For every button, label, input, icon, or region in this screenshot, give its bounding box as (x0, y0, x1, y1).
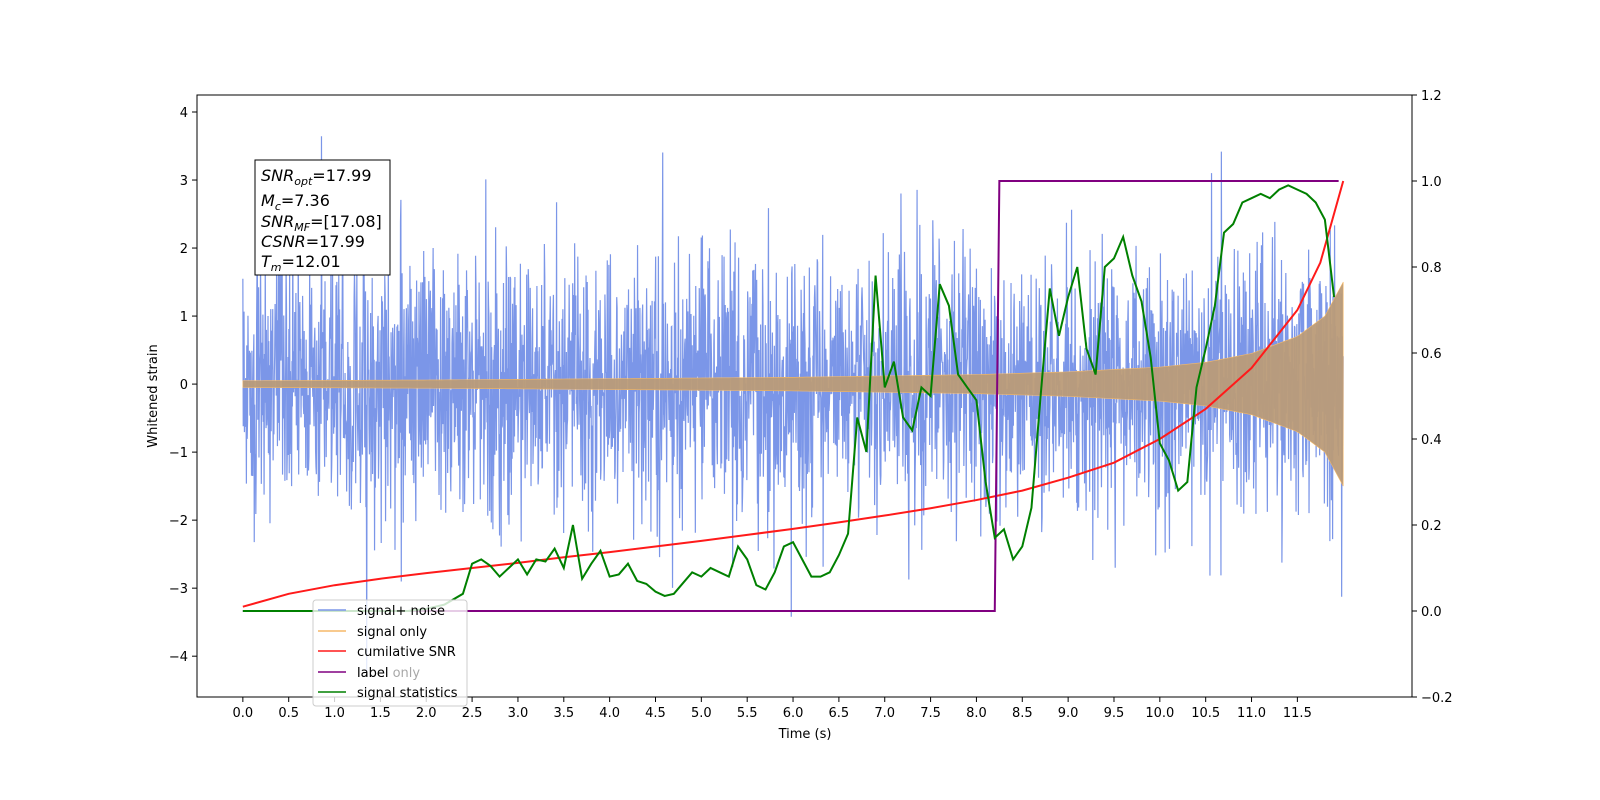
legend-item-signal-noise: signal+ noise (318, 604, 445, 619)
y-right-tick-label: 0.2 (1421, 519, 1442, 534)
y-right-tick-label: 0.8 (1421, 261, 1442, 276)
legend-item-signal-statistics: signal statistics (318, 686, 458, 701)
legend-ghost-label-only: label only (357, 666, 420, 681)
svg-text:signal only: signal only (357, 625, 427, 640)
x-tick-label: 1.0 (324, 706, 345, 721)
y-left-tick-label: −3 (169, 582, 188, 597)
x-axis-title: Time (s) (778, 727, 832, 742)
x-tick-label: 5.0 (691, 706, 712, 721)
x-tick-label: 9.5 (1104, 706, 1125, 721)
y-right-tick-label: 0.0 (1421, 605, 1442, 620)
svg-text:signal statistics: signal statistics (357, 686, 458, 701)
plot-frame (196, 94, 1413, 698)
x-tick-label: 9.0 (1058, 706, 1079, 721)
svg-text:SNRopt=17.99: SNRopt=17.99 (261, 166, 372, 188)
legend-item-cumulative-snr: cumilative SNR (318, 645, 456, 660)
y-left-tick-label: −1 (169, 446, 188, 461)
y-left-tick-label: 3 (180, 174, 188, 189)
x-tick-label: 6.0 (783, 706, 804, 721)
plot-area (242, 136, 1345, 674)
y-axis-left: 4 3 2 1 0 −1 −2 −3 −4 (169, 106, 197, 665)
svg-text:Mc=7.36: Mc=7.36 (261, 191, 330, 213)
series-cumulative-snr (242, 180, 1345, 608)
y-left-tick-label: 0 (180, 378, 188, 393)
svg-text:signal+ noise: signal+ noise (357, 604, 445, 619)
x-tick-label: 3.0 (508, 706, 529, 721)
y-right-tick-label: 1.0 (1421, 175, 1442, 190)
x-tick-label: 7.5 (920, 706, 941, 721)
y-axis-title: Whitened strain (146, 344, 161, 447)
series-label (242, 180, 1339, 612)
svg-text:cumilative SNR: cumilative SNR (357, 645, 456, 660)
y-axis-right: 1.2 1.0 0.8 0.6 0.4 0.2 0.0 −0.2 (1412, 89, 1453, 706)
x-tick-label: 5.5 (737, 706, 758, 721)
series-signal-only (242, 281, 1344, 487)
x-tick-label: 3.5 (553, 706, 574, 721)
x-tick-label: 4.5 (645, 706, 666, 721)
x-tick-label: 2.5 (462, 706, 483, 721)
y-right-tick-label: 0.6 (1421, 347, 1442, 362)
y-left-tick-label: −2 (169, 514, 188, 529)
x-tick-label: 11.5 (1283, 706, 1312, 721)
x-tick-label: 11.0 (1237, 706, 1266, 721)
snr-annotation-box: SNRopt=17.99 Mc=7.36 SNRMF=[17.08] CSNR=… (254, 159, 391, 276)
x-tick-label: 6.5 (829, 706, 850, 721)
y-left-tick-label: 1 (180, 310, 188, 325)
svg-text:Tm=12.01: Tm=12.01 (261, 252, 341, 274)
y-left-tick-label: −4 (169, 650, 188, 665)
y-right-tick-label: 0.4 (1421, 433, 1442, 448)
legend-item-label: label (318, 666, 388, 681)
svg-text:label: label (357, 666, 388, 681)
x-tick-label: 0.5 (278, 706, 299, 721)
svg-text:CSNR=17.99: CSNR=17.99 (261, 232, 365, 251)
x-tick-label: 2.0 (416, 706, 437, 721)
x-tick-label: 1.5 (370, 706, 391, 721)
x-tick-label: 7.0 (874, 706, 895, 721)
x-tick-label: 10.0 (1145, 706, 1174, 721)
series-signal-statistics (242, 184, 1336, 612)
x-tick-label: 4.0 (599, 706, 620, 721)
y-left-tick-label: 4 (180, 106, 188, 121)
x-axis: 0.0 0.5 1.0 1.5 2.0 2.5 3.0 3.5 4.0 4.5 5.0 5.5 6.0 6… (233, 697, 1312, 721)
y-right-tick-label: 1.2 (1421, 89, 1442, 104)
y-right-tick-label: −0.2 (1421, 691, 1453, 706)
svg-text:SNRMF=[17.08]: SNRMF=[17.08] (261, 212, 382, 234)
x-tick-label: 8.5 (1012, 706, 1033, 721)
x-tick-label: 8.0 (966, 706, 987, 721)
legend: signal+ noise signal only cumilative SNR… (312, 599, 468, 707)
x-tick-label: 0.0 (233, 706, 254, 721)
series-signal-noise (242, 136, 1344, 674)
y-left-tick-label: 2 (180, 242, 188, 257)
x-tick-label: 10.5 (1191, 706, 1220, 721)
legend-item-signal-only: signal only (318, 625, 427, 640)
